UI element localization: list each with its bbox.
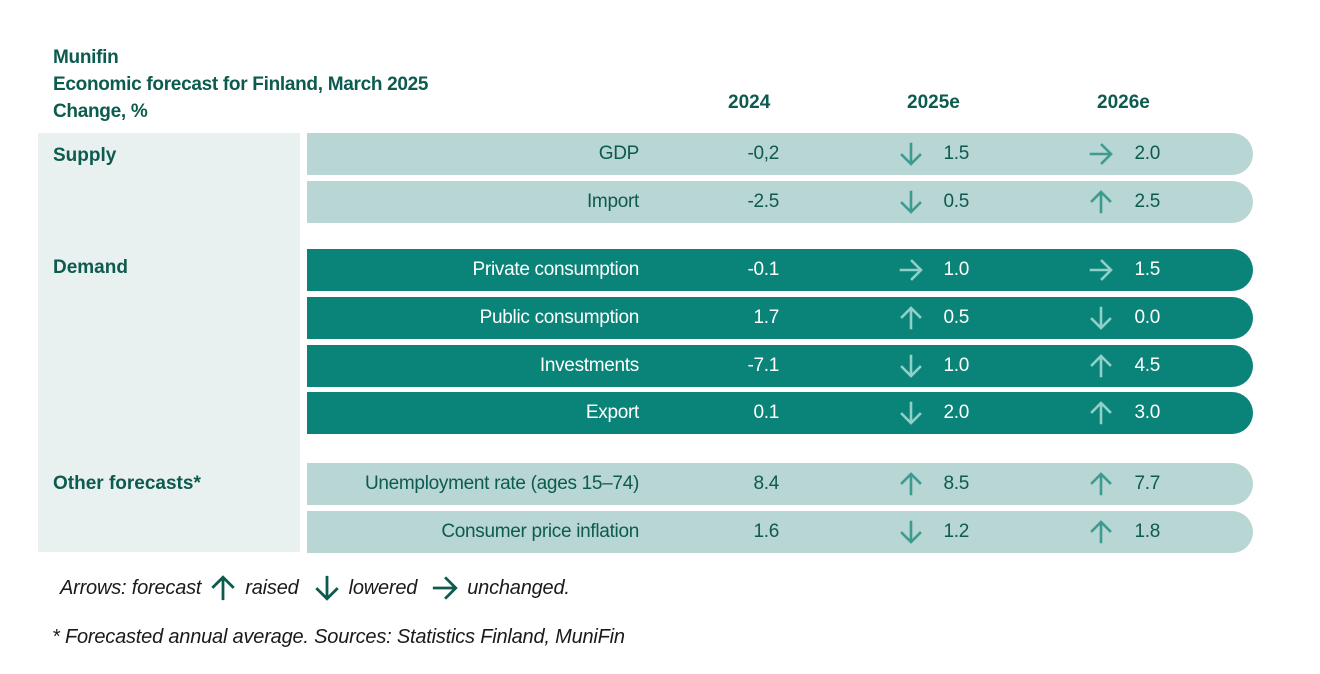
value-2025e: 0.5 bbox=[943, 307, 969, 328]
arrow-down-icon bbox=[898, 353, 924, 379]
value-2026e: 2.5 bbox=[1134, 191, 1160, 212]
value-2024: -7.1 bbox=[747, 355, 779, 376]
value-2025e: 1.5 bbox=[943, 143, 969, 164]
value-2026e: 3.0 bbox=[1134, 402, 1160, 423]
table-row: Investments -7.1 1.0 4.5 bbox=[307, 345, 1253, 387]
value-2026e: 7.7 bbox=[1134, 473, 1160, 494]
value-2025e: 0.5 bbox=[943, 191, 969, 212]
arrow-right-icon bbox=[1088, 257, 1114, 283]
value-2026e: 0.0 bbox=[1134, 307, 1160, 328]
column-header-2025e: 2025e bbox=[907, 92, 960, 113]
group-label-demand: Demand bbox=[53, 257, 128, 278]
arrow-up-icon bbox=[209, 574, 237, 602]
arrow-up-icon bbox=[1088, 189, 1114, 215]
table-row: Export 0.1 2.0 3.0 bbox=[307, 392, 1253, 434]
arrow-down-icon bbox=[898, 519, 924, 545]
chart-title: Economic forecast for Finland, March 202… bbox=[53, 74, 429, 95]
value-2024: 1.6 bbox=[753, 521, 779, 542]
table-row: Private consumption -0.1 1.0 1.5 bbox=[307, 249, 1253, 291]
value-2026e: 2.0 bbox=[1134, 143, 1160, 164]
value-2026e: 1.8 bbox=[1134, 521, 1160, 542]
value-2024: 1.7 bbox=[753, 307, 779, 328]
arrow-up-icon bbox=[1088, 519, 1114, 545]
table-row: Import -2.5 0.5 2.5 bbox=[307, 181, 1253, 223]
value-2026e: 1.5 bbox=[1134, 259, 1160, 280]
column-header-2024: 2024 bbox=[728, 92, 771, 113]
column-header-2026e: 2026e bbox=[1097, 92, 1150, 113]
arrow-down-icon bbox=[1088, 305, 1114, 331]
legend-unchanged: unchanged. bbox=[467, 576, 570, 599]
value-2024: 8.4 bbox=[753, 473, 779, 494]
arrow-down-icon bbox=[898, 400, 924, 426]
value-2026e: 4.5 bbox=[1134, 355, 1160, 376]
value-2025e: 2.0 bbox=[943, 402, 969, 423]
arrow-right-icon bbox=[1088, 141, 1114, 167]
value-2024: 0.1 bbox=[753, 402, 779, 423]
arrow-down-icon bbox=[313, 574, 341, 602]
row-label: Import bbox=[586, 191, 639, 212]
table-row: Consumer price inflation 1.6 1.2 1.8 bbox=[307, 511, 1253, 553]
legend-prefix: Arrows: forecast bbox=[60, 576, 202, 599]
arrow-right-icon bbox=[431, 574, 459, 602]
row-label: Private consumption bbox=[472, 259, 640, 280]
footnote: * Forecasted annual average. Sources: St… bbox=[52, 626, 625, 648]
arrow-right-icon bbox=[898, 257, 924, 283]
arrow-down-icon bbox=[898, 141, 924, 167]
legend-lowered: lowered bbox=[348, 576, 418, 599]
value-2025e: 1.0 bbox=[943, 259, 969, 280]
value-2025e: 8.5 bbox=[943, 473, 969, 494]
org-name: Munifin bbox=[53, 47, 119, 68]
row-label: Unemployment rate (ages 15–74) bbox=[364, 473, 639, 494]
legend-raised: raised bbox=[245, 576, 299, 599]
arrow-up-icon bbox=[1088, 353, 1114, 379]
value-2024: -0,2 bbox=[747, 143, 779, 164]
arrow-up-icon bbox=[898, 471, 924, 497]
arrow-legend: Arrows: forecast raised lowered unchange… bbox=[60, 574, 570, 602]
chart-title-block: Munifin Economic forecast for Finland, M… bbox=[53, 44, 429, 125]
arrow-up-icon bbox=[1088, 471, 1114, 497]
arrow-up-icon bbox=[1088, 400, 1114, 426]
value-2024: -2.5 bbox=[747, 191, 779, 212]
chart-subtitle: Change, % bbox=[53, 101, 148, 122]
row-label: Export bbox=[585, 402, 639, 423]
value-2024: -0.1 bbox=[747, 259, 779, 280]
table-row: GDP -0,2 1.5 2.0 bbox=[307, 133, 1253, 175]
group-label-supply: Supply bbox=[53, 145, 117, 166]
value-2025e: 1.0 bbox=[943, 355, 969, 376]
row-label: GDP bbox=[598, 143, 640, 164]
group-label-other: Other forecasts* bbox=[53, 473, 201, 494]
group-label-panel bbox=[38, 133, 300, 552]
row-label: Investments bbox=[539, 355, 639, 376]
value-2025e: 1.2 bbox=[943, 521, 969, 542]
arrow-up-icon bbox=[898, 305, 924, 331]
table-row: Unemployment rate (ages 15–74) 8.4 8.5 7.7 bbox=[307, 463, 1253, 505]
row-label: Consumer price inflation bbox=[441, 521, 639, 542]
table-row: Public consumption 1.7 0.5 0.0 bbox=[307, 297, 1253, 339]
arrow-down-icon bbox=[898, 189, 924, 215]
row-label: Public consumption bbox=[479, 307, 640, 328]
